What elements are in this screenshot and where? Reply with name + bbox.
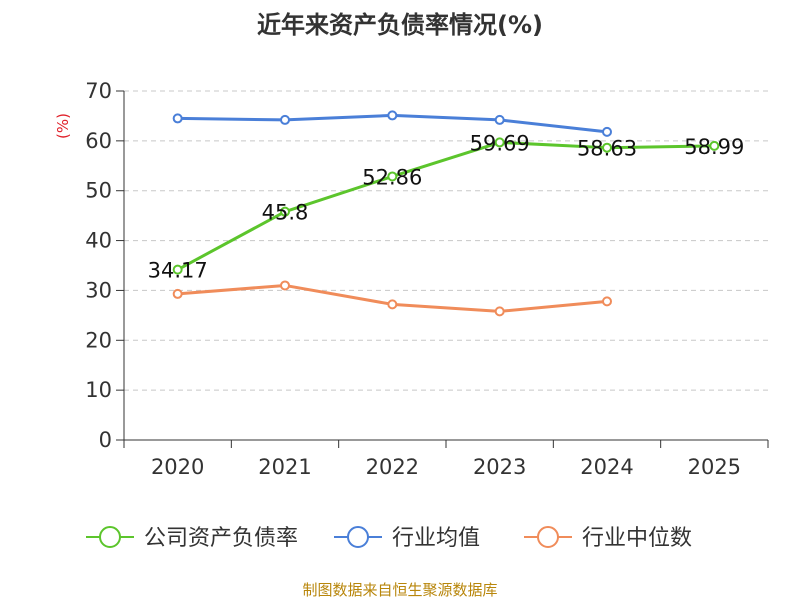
legend-swatch-marker: [347, 526, 369, 548]
legend-label: 行业均值: [392, 526, 480, 551]
data-label: 59.69: [470, 131, 530, 155]
x-tick-label: 2020: [151, 455, 204, 479]
legend[interactable]: 公司资产负债率 行业均值 行业中位数: [86, 526, 692, 551]
y-tick-label: 50: [85, 179, 112, 203]
y-tick-label: 70: [85, 79, 112, 103]
legend-item[interactable]: 行业均值: [334, 526, 480, 551]
series-1: [172, 137, 720, 275]
axes: 0 10 20 30 40 50 60 70 2020 2021 2022 2023 2024 2025: [85, 79, 769, 479]
y-tick-label: 60: [85, 129, 112, 153]
y-tick-label: 20: [85, 328, 112, 352]
data-point[interactable]: [602, 142, 612, 153]
series-group: [172, 110, 720, 317]
data-point[interactable]: [172, 264, 183, 275]
data-point[interactable]: [602, 296, 612, 307]
series-2: [172, 110, 612, 137]
legend-swatch-marker: [99, 526, 121, 548]
y-tick-label: 30: [85, 278, 112, 302]
legend-label: 行业中位数: [582, 526, 692, 551]
data-label: 34.17: [148, 259, 208, 283]
x-tick-label: 2024: [580, 455, 633, 479]
data-labels: 34.17 45.8 52.86 59.69 58.63 58.99: [148, 131, 745, 282]
data-point[interactable]: [494, 306, 505, 317]
data-point[interactable]: [387, 171, 398, 182]
x-tick-label: 2023: [473, 455, 526, 479]
x-tick-label: 2022: [366, 455, 419, 479]
data-label: 58.99: [684, 135, 744, 159]
x-tick-label: 2021: [258, 455, 311, 479]
y-tick-label: 10: [85, 378, 112, 402]
data-point[interactable]: [494, 114, 505, 125]
data-point[interactable]: [387, 110, 398, 121]
data-point[interactable]: [172, 288, 183, 299]
data-point[interactable]: [172, 113, 183, 124]
source-note: 制图数据来自恒生聚源数据库: [302, 581, 497, 599]
data-point[interactable]: [280, 206, 290, 217]
data-label: 45.8: [262, 201, 309, 225]
y-axis-label: (%): [54, 113, 72, 139]
legend-item[interactable]: 行业中位数: [524, 526, 692, 551]
y-tick-label: 40: [85, 229, 112, 253]
data-point[interactable]: [280, 114, 290, 125]
legend-swatch-marker: [537, 526, 559, 548]
data-point[interactable]: [494, 137, 505, 148]
y-tick-label: 0: [99, 428, 112, 452]
chart-title: 近年来资产负债率情况(%): [257, 11, 543, 39]
gridlines: [124, 90, 768, 391]
data-label: 58.63: [577, 137, 637, 161]
data-point[interactable]: [709, 140, 720, 151]
data-point[interactable]: [602, 126, 612, 137]
data-point[interactable]: [280, 280, 290, 291]
data-point[interactable]: [387, 299, 398, 310]
data-label: 52.86: [362, 165, 422, 189]
legend-label: 公司资产负债率: [144, 526, 298, 551]
series-3: [172, 280, 612, 317]
legend-item[interactable]: 公司资产负债率: [86, 526, 298, 551]
x-tick-label: 2025: [688, 455, 741, 479]
series-line: [176, 140, 715, 271]
